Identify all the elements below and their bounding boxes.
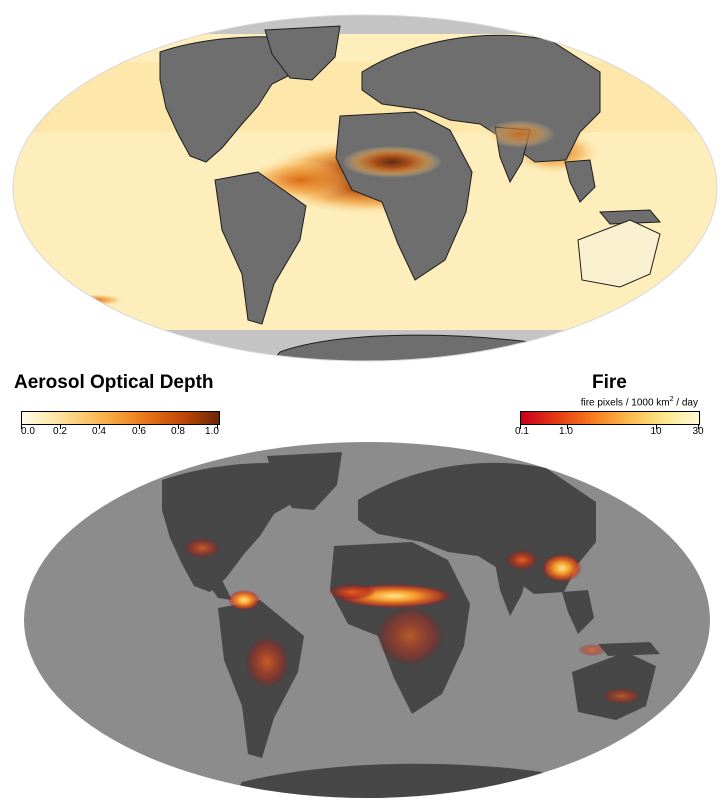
fire-color-scale bbox=[520, 411, 700, 425]
aerosol-tick-label: 0.0 bbox=[21, 426, 35, 437]
aerosol-optical-depth-map bbox=[12, 14, 718, 362]
aerosol-tick-mark bbox=[60, 424, 61, 429]
fire-tick-label: 30 bbox=[692, 426, 704, 437]
fire-tick-label: 10 bbox=[650, 426, 662, 437]
aerosol-tick-label: 0.6 bbox=[132, 426, 146, 437]
aerosol-legend-title: Aerosol Optical Depth bbox=[14, 372, 214, 393]
fire-legend-title: Fire bbox=[592, 372, 627, 393]
fire-map bbox=[24, 442, 710, 798]
aerosol-tick-mark bbox=[178, 424, 179, 429]
fire-tick-mark bbox=[567, 424, 568, 429]
fire-units-label: fire pixels / 1000 km2 / day bbox=[520, 396, 698, 408]
fire-units-prefix: fire pixels / 1000 km bbox=[580, 397, 670, 409]
aerosol-tick-mark bbox=[21, 424, 22, 429]
fire-tick-label: 1.0 bbox=[559, 426, 573, 437]
fire-tick-mark bbox=[698, 424, 699, 429]
aerosol-tick-label: 0.8 bbox=[171, 426, 185, 437]
aerosol-tick-mark bbox=[99, 424, 100, 429]
aerosol-tick-label: 0.2 bbox=[53, 426, 67, 437]
fire-tick-label: 0.1 bbox=[515, 426, 529, 437]
aerosol-color-scale bbox=[21, 411, 220, 425]
aerosol-tick-label: 1.0 bbox=[205, 426, 219, 437]
fire-tick-mark bbox=[656, 424, 657, 429]
aerosol-tick-label: 0.4 bbox=[92, 426, 106, 437]
aerosol-tick-mark bbox=[139, 424, 140, 429]
fire-units-suffix: / day bbox=[673, 397, 698, 409]
aerosol-tick-mark bbox=[217, 424, 218, 429]
fire-tick-mark bbox=[520, 424, 521, 429]
fire-units-superscript: 2 bbox=[669, 396, 674, 403]
